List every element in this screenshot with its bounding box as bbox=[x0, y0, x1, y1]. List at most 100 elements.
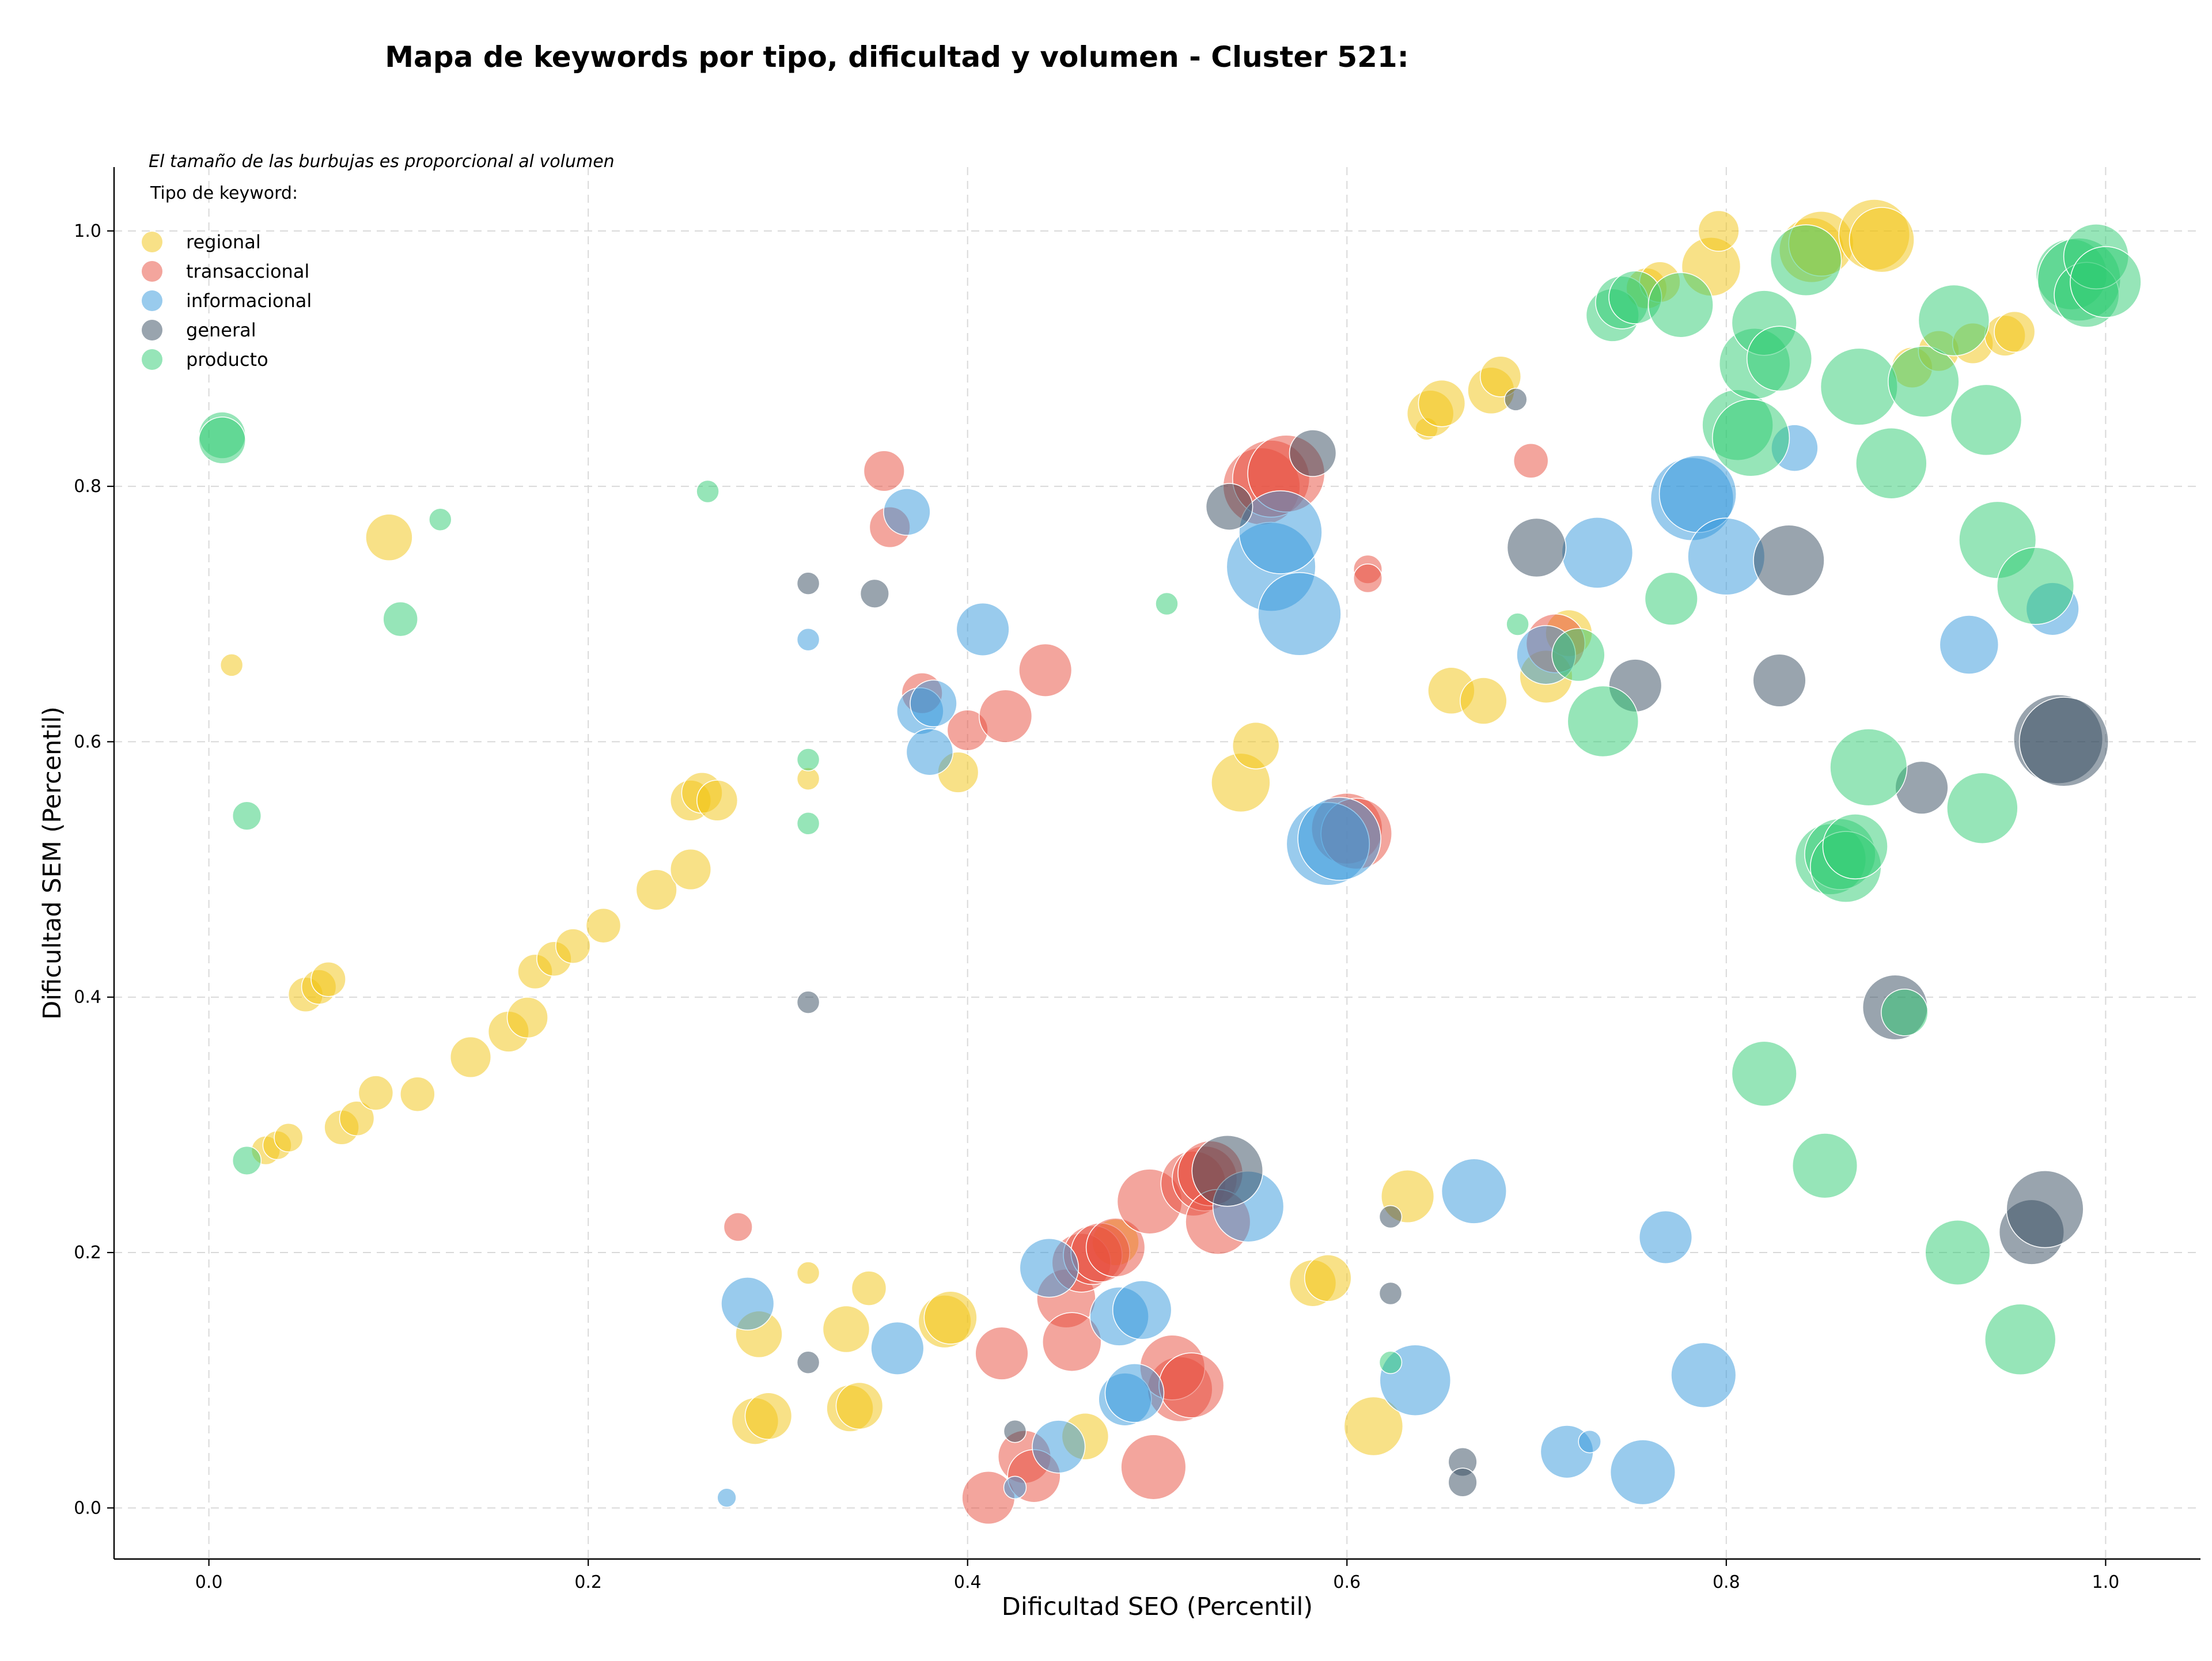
bubble-regional bbox=[310, 961, 346, 997]
y-tick-label: 0.0 bbox=[74, 1498, 101, 1518]
bubble-regional bbox=[365, 513, 413, 562]
y-tick-label: 1.0 bbox=[74, 221, 101, 241]
legend-item-general: general bbox=[142, 319, 256, 341]
bubbles bbox=[198, 199, 2142, 1525]
legend-marker-general bbox=[142, 320, 162, 340]
x-tick-label: 0.2 bbox=[574, 1572, 602, 1592]
bubble-transaccional bbox=[723, 1212, 753, 1242]
bubble-producto bbox=[1822, 814, 1888, 880]
y-tick-label: 0.2 bbox=[74, 1243, 101, 1263]
bubble-producto bbox=[382, 601, 418, 637]
bubble-regional bbox=[1479, 355, 1522, 398]
bubble-regional bbox=[585, 907, 622, 944]
x-tick-label: 0.8 bbox=[1713, 1572, 1740, 1592]
legend-item-informacional: informacional bbox=[142, 290, 312, 312]
bubble-producto bbox=[1820, 347, 1898, 426]
x-tick-label: 0.4 bbox=[954, 1572, 982, 1592]
bubble-general bbox=[2006, 1170, 2084, 1248]
series-transaccional bbox=[723, 434, 1586, 1525]
bubble-producto bbox=[796, 748, 820, 771]
bubble-informacional bbox=[1687, 517, 1766, 596]
bubble-general bbox=[1289, 429, 1337, 477]
bubble-informacional bbox=[1032, 1420, 1086, 1474]
bubble-producto bbox=[1567, 685, 1639, 758]
bubble-general bbox=[1378, 1205, 1403, 1229]
bubble-producto bbox=[1155, 592, 1179, 616]
bubble-producto bbox=[1925, 1219, 1991, 1286]
bubble-regional bbox=[851, 1270, 887, 1306]
bubble-informacional bbox=[956, 602, 1010, 656]
bubble-regional bbox=[1849, 207, 1915, 273]
bubble-general bbox=[1752, 653, 1806, 707]
bubble-producto bbox=[198, 417, 246, 464]
bubble-general bbox=[1378, 1281, 1403, 1306]
series-producto bbox=[198, 224, 2142, 1376]
bubble-regional bbox=[1418, 379, 1466, 427]
bubble-informacional bbox=[1297, 797, 1381, 881]
bubble-informacional bbox=[721, 1277, 775, 1331]
bubble-regional bbox=[1232, 721, 1280, 770]
legend-title: Tipo de keyword: bbox=[150, 183, 298, 203]
bubble-producto bbox=[232, 801, 262, 831]
bubble-transaccional bbox=[1353, 563, 1383, 593]
legend-label-informacional: informacional bbox=[186, 290, 312, 312]
y-tick-label: 0.6 bbox=[74, 732, 101, 752]
bubble-producto bbox=[1984, 1303, 2056, 1376]
y-axis-label: Dificultad SEM (Percentil) bbox=[38, 706, 67, 1020]
bubble-informacional bbox=[1671, 1342, 1737, 1408]
size-note: El tamaño de las burbujas es proporciona… bbox=[149, 152, 615, 172]
bubble-regional bbox=[219, 653, 244, 677]
legend-item-regional: regional bbox=[142, 231, 261, 253]
bubble-general bbox=[796, 1350, 820, 1374]
bubble-transaccional bbox=[1158, 1352, 1225, 1418]
bubble-informacional bbox=[1939, 615, 1999, 675]
bubble-informacional bbox=[1019, 1238, 1080, 1298]
bubble-producto bbox=[696, 479, 719, 504]
bubble-transaccional bbox=[1085, 1217, 1146, 1277]
bubble-regional bbox=[1698, 210, 1740, 252]
legend-marker-transaccional bbox=[142, 261, 162, 282]
bubble-informacional bbox=[1441, 1158, 1507, 1224]
bubble-producto bbox=[1791, 1133, 1858, 1199]
bubble-informacional bbox=[796, 627, 820, 652]
bubble-producto bbox=[1644, 572, 1698, 626]
bubble-regional bbox=[923, 1291, 978, 1345]
bubble-informacional bbox=[1578, 1429, 1601, 1454]
bubble-general bbox=[859, 578, 889, 608]
bubble-producto bbox=[1996, 547, 2075, 625]
bubble-regional bbox=[506, 997, 548, 1039]
bubble-regional bbox=[274, 1123, 304, 1153]
bubble-producto bbox=[1881, 989, 1929, 1036]
y-tick-label: 0.4 bbox=[74, 987, 101, 1008]
bubble-general bbox=[1003, 1420, 1027, 1443]
legend-marker-informacional bbox=[142, 290, 162, 311]
bubble-producto bbox=[429, 508, 452, 532]
bubble-regional bbox=[669, 849, 712, 891]
bubble-informacional bbox=[1561, 517, 1634, 589]
bubble-general bbox=[1506, 517, 1567, 578]
bubble-informacional bbox=[717, 1488, 737, 1508]
bubble-regional bbox=[796, 1261, 820, 1285]
legend-label-regional: regional bbox=[186, 231, 261, 253]
legend-marker-producto bbox=[142, 349, 162, 370]
bubble-regional bbox=[822, 1305, 870, 1353]
bubble-informacional bbox=[883, 488, 931, 536]
legend: regional transaccional informacional genera… bbox=[142, 231, 312, 370]
series-general bbox=[796, 388, 2109, 1497]
legend-item-producto: producto bbox=[142, 349, 268, 370]
bubble-general bbox=[2018, 697, 2109, 787]
bubble-regional bbox=[696, 780, 738, 822]
bubble-regional bbox=[635, 869, 677, 911]
legend-label-transaccional: transaccional bbox=[186, 260, 309, 282]
bubble-informacional bbox=[1609, 1439, 1676, 1505]
bubble-informacional bbox=[870, 1321, 925, 1375]
bubble-producto bbox=[1918, 284, 1990, 357]
bubble-general bbox=[1191, 1134, 1264, 1207]
bubble-producto bbox=[796, 812, 820, 835]
axis-ticks: 0.0 0.2 0.4 0.6 0.8 1.0 0.0 0.2 0.4 0.6 0.8 1.0 bbox=[74, 221, 2119, 1592]
bubble-regional bbox=[744, 1392, 793, 1440]
bubble-general bbox=[1504, 388, 1528, 411]
bubble-producto bbox=[1946, 772, 2018, 844]
bubble-regional bbox=[555, 928, 591, 964]
